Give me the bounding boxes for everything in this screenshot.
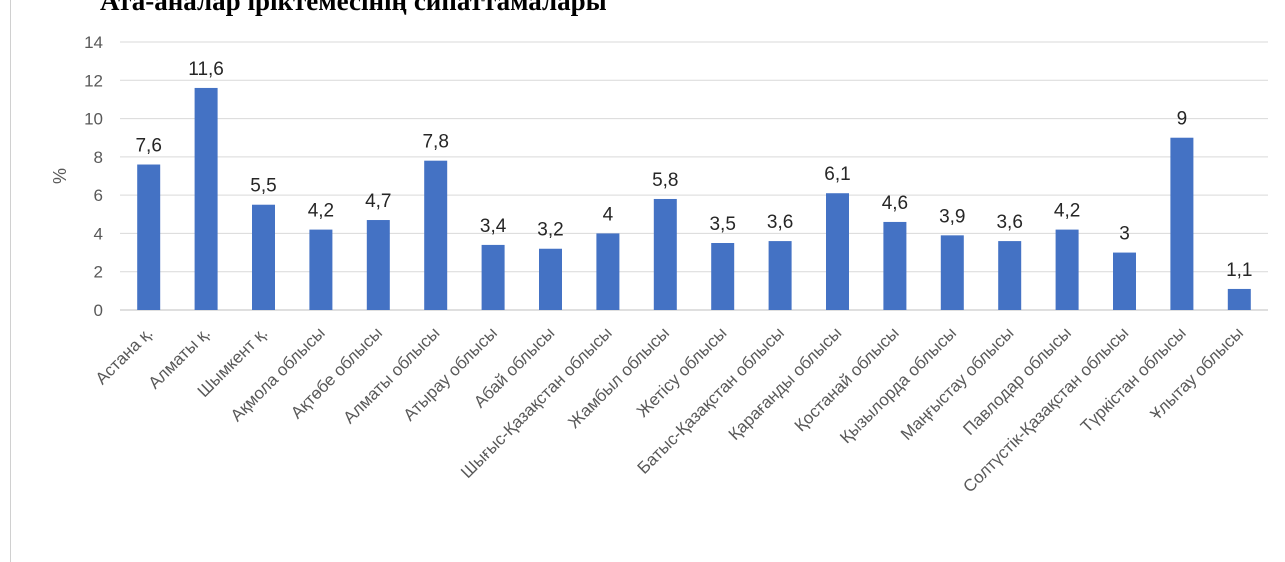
- bar: [482, 245, 505, 310]
- data-label: 11,6: [188, 59, 224, 80]
- data-label: 5,5: [250, 176, 276, 197]
- data-label: 3,5: [709, 214, 735, 235]
- data-label: 3,9: [939, 206, 965, 227]
- y-tick-label: 4: [94, 224, 103, 243]
- bar: [998, 241, 1021, 310]
- bar: [596, 233, 619, 310]
- data-label: 4,7: [365, 191, 391, 212]
- bar: [195, 88, 218, 310]
- y-axis-label: %: [50, 168, 70, 184]
- y-tick-label: 10: [84, 110, 103, 129]
- y-tick-label: 8: [94, 148, 103, 167]
- data-label: 3: [1119, 224, 1130, 245]
- bar: [424, 161, 447, 310]
- x-tick-label: Маңғыстау облысы: [897, 323, 1018, 444]
- bar: [1170, 138, 1193, 310]
- data-label: 3,4: [480, 216, 507, 237]
- bars: [137, 88, 1251, 310]
- data-label: 6,1: [824, 164, 850, 185]
- y-axis-ticks: 0 2 4 6 8 10 12 14: [84, 33, 103, 320]
- data-label: 3,6: [767, 212, 793, 233]
- data-label: 7,6: [135, 136, 161, 157]
- bar: [769, 241, 792, 310]
- y-tick-label: 12: [84, 71, 103, 90]
- y-tick-label: 6: [94, 186, 103, 205]
- bar: [309, 230, 332, 310]
- y-tick-label: 14: [84, 33, 103, 52]
- bar: [711, 243, 734, 310]
- data-label: 7,8: [422, 132, 448, 153]
- gridlines: [120, 42, 1268, 310]
- data-label: 5,8: [652, 170, 678, 191]
- y-tick-label: 2: [94, 263, 103, 282]
- data-label: 1,1: [1226, 260, 1252, 281]
- x-tick-label: Павлодар облысы: [959, 323, 1075, 439]
- x-axis-ticks: Астана қ.Алматы қ.Шымкент қ.Ақмола облыс…: [92, 323, 1247, 496]
- bar: [1056, 230, 1079, 310]
- x-tick-label: Қостанай облысы: [791, 323, 903, 435]
- bar: [252, 205, 275, 310]
- data-label: 4,6: [882, 193, 908, 214]
- data-label: 4,2: [1054, 201, 1080, 222]
- bar: [539, 249, 562, 310]
- bar: [654, 199, 677, 310]
- data-label: 3,6: [996, 212, 1022, 233]
- data-label: 4,2: [308, 201, 334, 222]
- x-tick-label: Жамбыл облысы: [564, 323, 673, 432]
- data-label: 9: [1177, 109, 1188, 130]
- bar: [1228, 289, 1251, 310]
- x-tick-label: Алматы облысы: [340, 323, 444, 427]
- data-label: 3,2: [537, 220, 563, 241]
- x-tick-label: Түркістан облысы: [1077, 323, 1190, 436]
- x-tick-label: Қарағанды облысы: [725, 323, 846, 444]
- data-labels: 7,6 11,6 5,5 4,2 4,7 7,8 3,4 3,2 4 5,8 3,5 3,6 6,1 4,…: [135, 59, 1252, 281]
- bar: [826, 193, 849, 310]
- bar: [367, 220, 390, 310]
- bar: [941, 235, 964, 310]
- bar: [883, 222, 906, 310]
- data-label: 4: [603, 204, 614, 225]
- y-tick-label: 0: [94, 301, 103, 320]
- bar: [1113, 253, 1136, 310]
- bar: [137, 165, 160, 310]
